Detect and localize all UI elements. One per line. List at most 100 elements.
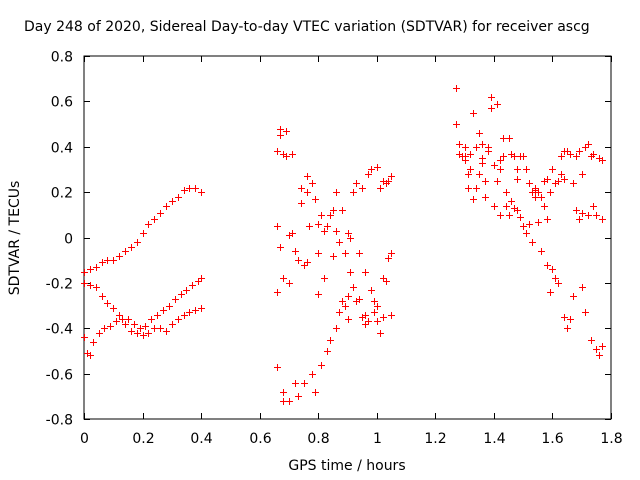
x-tick-label: 1.6 — [541, 431, 563, 447]
data-point — [327, 212, 334, 219]
data-point — [371, 309, 378, 316]
data-point — [561, 314, 568, 321]
data-point — [315, 250, 322, 257]
data-point — [142, 323, 149, 330]
data-point — [312, 389, 319, 396]
data-point — [488, 94, 495, 101]
data-point — [380, 314, 387, 321]
data-point — [122, 248, 129, 255]
data-point — [192, 185, 199, 192]
x-tick-label: 0.4 — [190, 431, 212, 447]
data-point — [274, 148, 281, 155]
data-point — [473, 144, 480, 151]
data-point — [356, 250, 363, 257]
data-point — [547, 189, 554, 196]
data-point — [570, 180, 577, 187]
x-tick-label: 0.8 — [307, 431, 329, 447]
data-point — [274, 364, 281, 371]
data-point — [494, 101, 501, 108]
data-point — [81, 334, 88, 341]
data-point — [96, 330, 103, 337]
y-axis-title: SDTVAR / TECUs — [7, 181, 23, 296]
data-point — [544, 216, 551, 223]
x-tick-label: 1.4 — [483, 431, 505, 447]
data-point — [131, 321, 138, 328]
data-point — [81, 269, 88, 276]
data-point — [374, 164, 381, 171]
data-point — [169, 198, 176, 205]
data-point — [324, 223, 331, 230]
data-point — [128, 328, 135, 335]
data-point — [467, 166, 474, 173]
data-point — [298, 185, 305, 192]
data-point — [330, 207, 337, 214]
data-point — [110, 305, 117, 312]
data-point — [198, 189, 205, 196]
data-point — [497, 166, 504, 173]
x-tick-label: 0.6 — [249, 431, 271, 447]
data-point — [116, 312, 123, 319]
data-point — [377, 330, 384, 337]
x-tick-label: 0.2 — [132, 431, 154, 447]
data-point — [333, 189, 340, 196]
data-point — [500, 135, 507, 142]
data-point — [104, 300, 111, 307]
data-point — [87, 352, 94, 359]
data-point — [523, 230, 530, 237]
data-point — [175, 194, 182, 201]
data-point — [523, 166, 530, 173]
data-point — [579, 171, 586, 178]
plot-frame — [83, 55, 612, 420]
data-point — [564, 148, 571, 155]
x-tick-label: 1.2 — [424, 431, 446, 447]
y-tick-label: -0.2 — [46, 277, 73, 293]
data-point — [593, 212, 600, 219]
data-point — [465, 185, 472, 192]
data-point — [145, 221, 152, 228]
data-point — [538, 194, 545, 201]
data-point — [544, 176, 551, 183]
data-point — [347, 269, 354, 276]
data-point — [535, 189, 542, 196]
data-point — [175, 316, 182, 323]
data-point — [500, 153, 507, 160]
data-point — [286, 232, 293, 239]
data-point — [599, 157, 606, 164]
data-point — [388, 312, 395, 319]
data-point — [552, 275, 559, 282]
data-point — [90, 339, 97, 346]
data-point — [482, 194, 489, 201]
data-point — [377, 185, 384, 192]
data-point — [101, 325, 108, 332]
data-point — [345, 316, 352, 323]
data-point — [172, 296, 179, 303]
data-point — [295, 393, 302, 400]
data-point — [140, 332, 147, 339]
data-point — [280, 275, 287, 282]
data-point — [125, 316, 132, 323]
data-point — [104, 257, 111, 264]
data-point — [470, 196, 477, 203]
data-point — [87, 266, 94, 273]
data-point — [467, 151, 474, 158]
data-point — [107, 323, 114, 330]
data-point — [506, 212, 513, 219]
data-point — [169, 321, 176, 328]
data-point — [178, 291, 185, 298]
data-point — [544, 262, 551, 269]
data-point — [286, 280, 293, 287]
data-point — [590, 151, 597, 158]
data-point — [532, 194, 539, 201]
y-tick-label: 0.4 — [51, 141, 73, 157]
data-point — [359, 185, 366, 192]
data-point — [479, 141, 486, 148]
data-point — [497, 212, 504, 219]
data-point — [497, 157, 504, 164]
data-point — [342, 303, 349, 310]
data-point — [321, 228, 328, 235]
data-point — [336, 239, 343, 246]
data-point — [476, 130, 483, 137]
data-point — [283, 128, 290, 135]
data-point — [292, 248, 299, 255]
data-point — [350, 189, 357, 196]
